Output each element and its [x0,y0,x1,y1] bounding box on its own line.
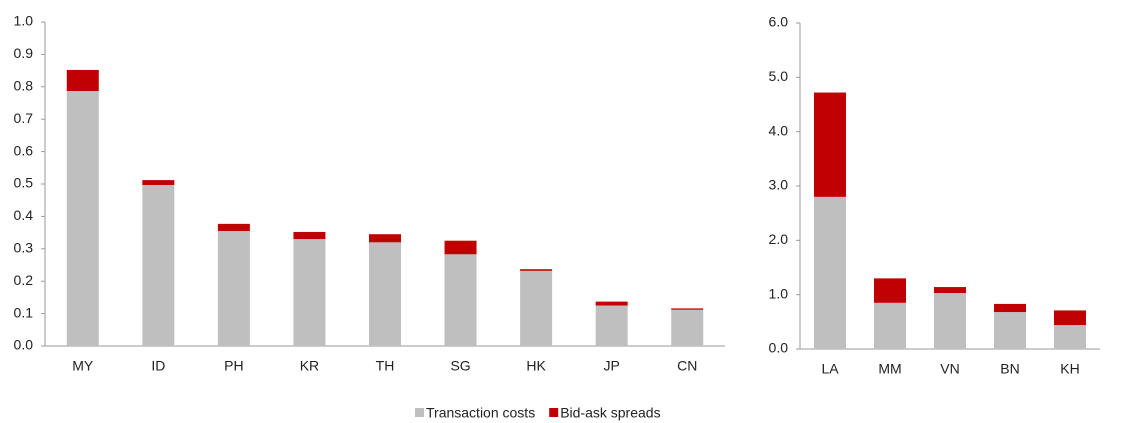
bar-segment [671,308,704,310]
bar-segment [444,240,477,255]
legend-swatch [549,408,559,417]
bar-segment [814,92,846,197]
x-tick-label: PH [224,358,243,374]
bar-segment [520,270,553,346]
x-tick-label: KH [1060,361,1079,377]
bar-segment [66,69,99,92]
bar-segment [444,254,477,346]
bar-segment [217,223,250,231]
y-tick-label: 0.1 [14,304,34,320]
x-tick-label: JP [603,358,619,374]
bar-segment [1054,310,1086,326]
x-tick-label: HK [526,358,546,374]
legend-label: Transaction costs [426,405,535,421]
x-tick-label: BN [1000,361,1019,377]
legend-label: Bid-ask spreads [560,405,660,421]
y-tick-label: 0.5 [14,175,34,191]
x-tick-label: KR [300,358,319,374]
bar-segment [595,301,628,306]
bar-segment [293,239,326,346]
y-tick-label: 0.3 [14,240,34,256]
bar-segment [369,234,401,243]
y-tick-label: 3.0 [769,177,789,193]
x-tick-label: TH [376,358,395,374]
x-tick-label: LA [821,361,839,377]
y-tick-label: 0.8 [14,78,34,94]
bar-segment [994,303,1026,313]
y-tick-label: 6.0 [769,14,789,30]
y-tick-label: 0.2 [14,272,34,288]
bar-segment [595,305,628,346]
x-tick-label: CN [677,358,697,374]
bar-segment [293,231,326,240]
y-tick-label: 1.0 [14,13,34,29]
bar-segment [142,180,175,185]
bar-segment [874,278,906,303]
x-tick-label: ID [151,358,165,374]
bar-segment [369,242,401,346]
bar-segment [814,196,846,349]
y-tick-label: 0.0 [769,340,789,356]
x-tick-label: MY [72,358,94,374]
bar-segment [874,302,906,349]
bar-segment [671,309,704,346]
y-tick-label: 4.0 [769,122,789,138]
y-tick-label: 0.4 [14,207,34,223]
bar-segment [520,269,553,271]
y-tick-label: 5.0 [769,68,789,84]
bar-segment [934,287,966,294]
y-tick-label: 0.0 [14,337,34,353]
legend-swatch [415,408,424,417]
x-tick-label: SG [450,358,470,374]
bar-segment [66,91,99,347]
bar-segment [994,312,1026,349]
y-tick-label: 2.0 [769,231,789,247]
y-tick-label: 1.0 [769,285,789,301]
x-tick-label: MM [878,361,901,377]
x-tick-label: VN [940,361,959,377]
y-tick-label: 0.7 [14,110,34,126]
bar-segment [217,230,250,346]
y-tick-label: 0.9 [14,45,34,61]
bar-segment [142,184,175,346]
y-tick-label: 0.6 [14,142,34,158]
bar-segment [1054,325,1086,349]
bar-segment [934,293,966,349]
